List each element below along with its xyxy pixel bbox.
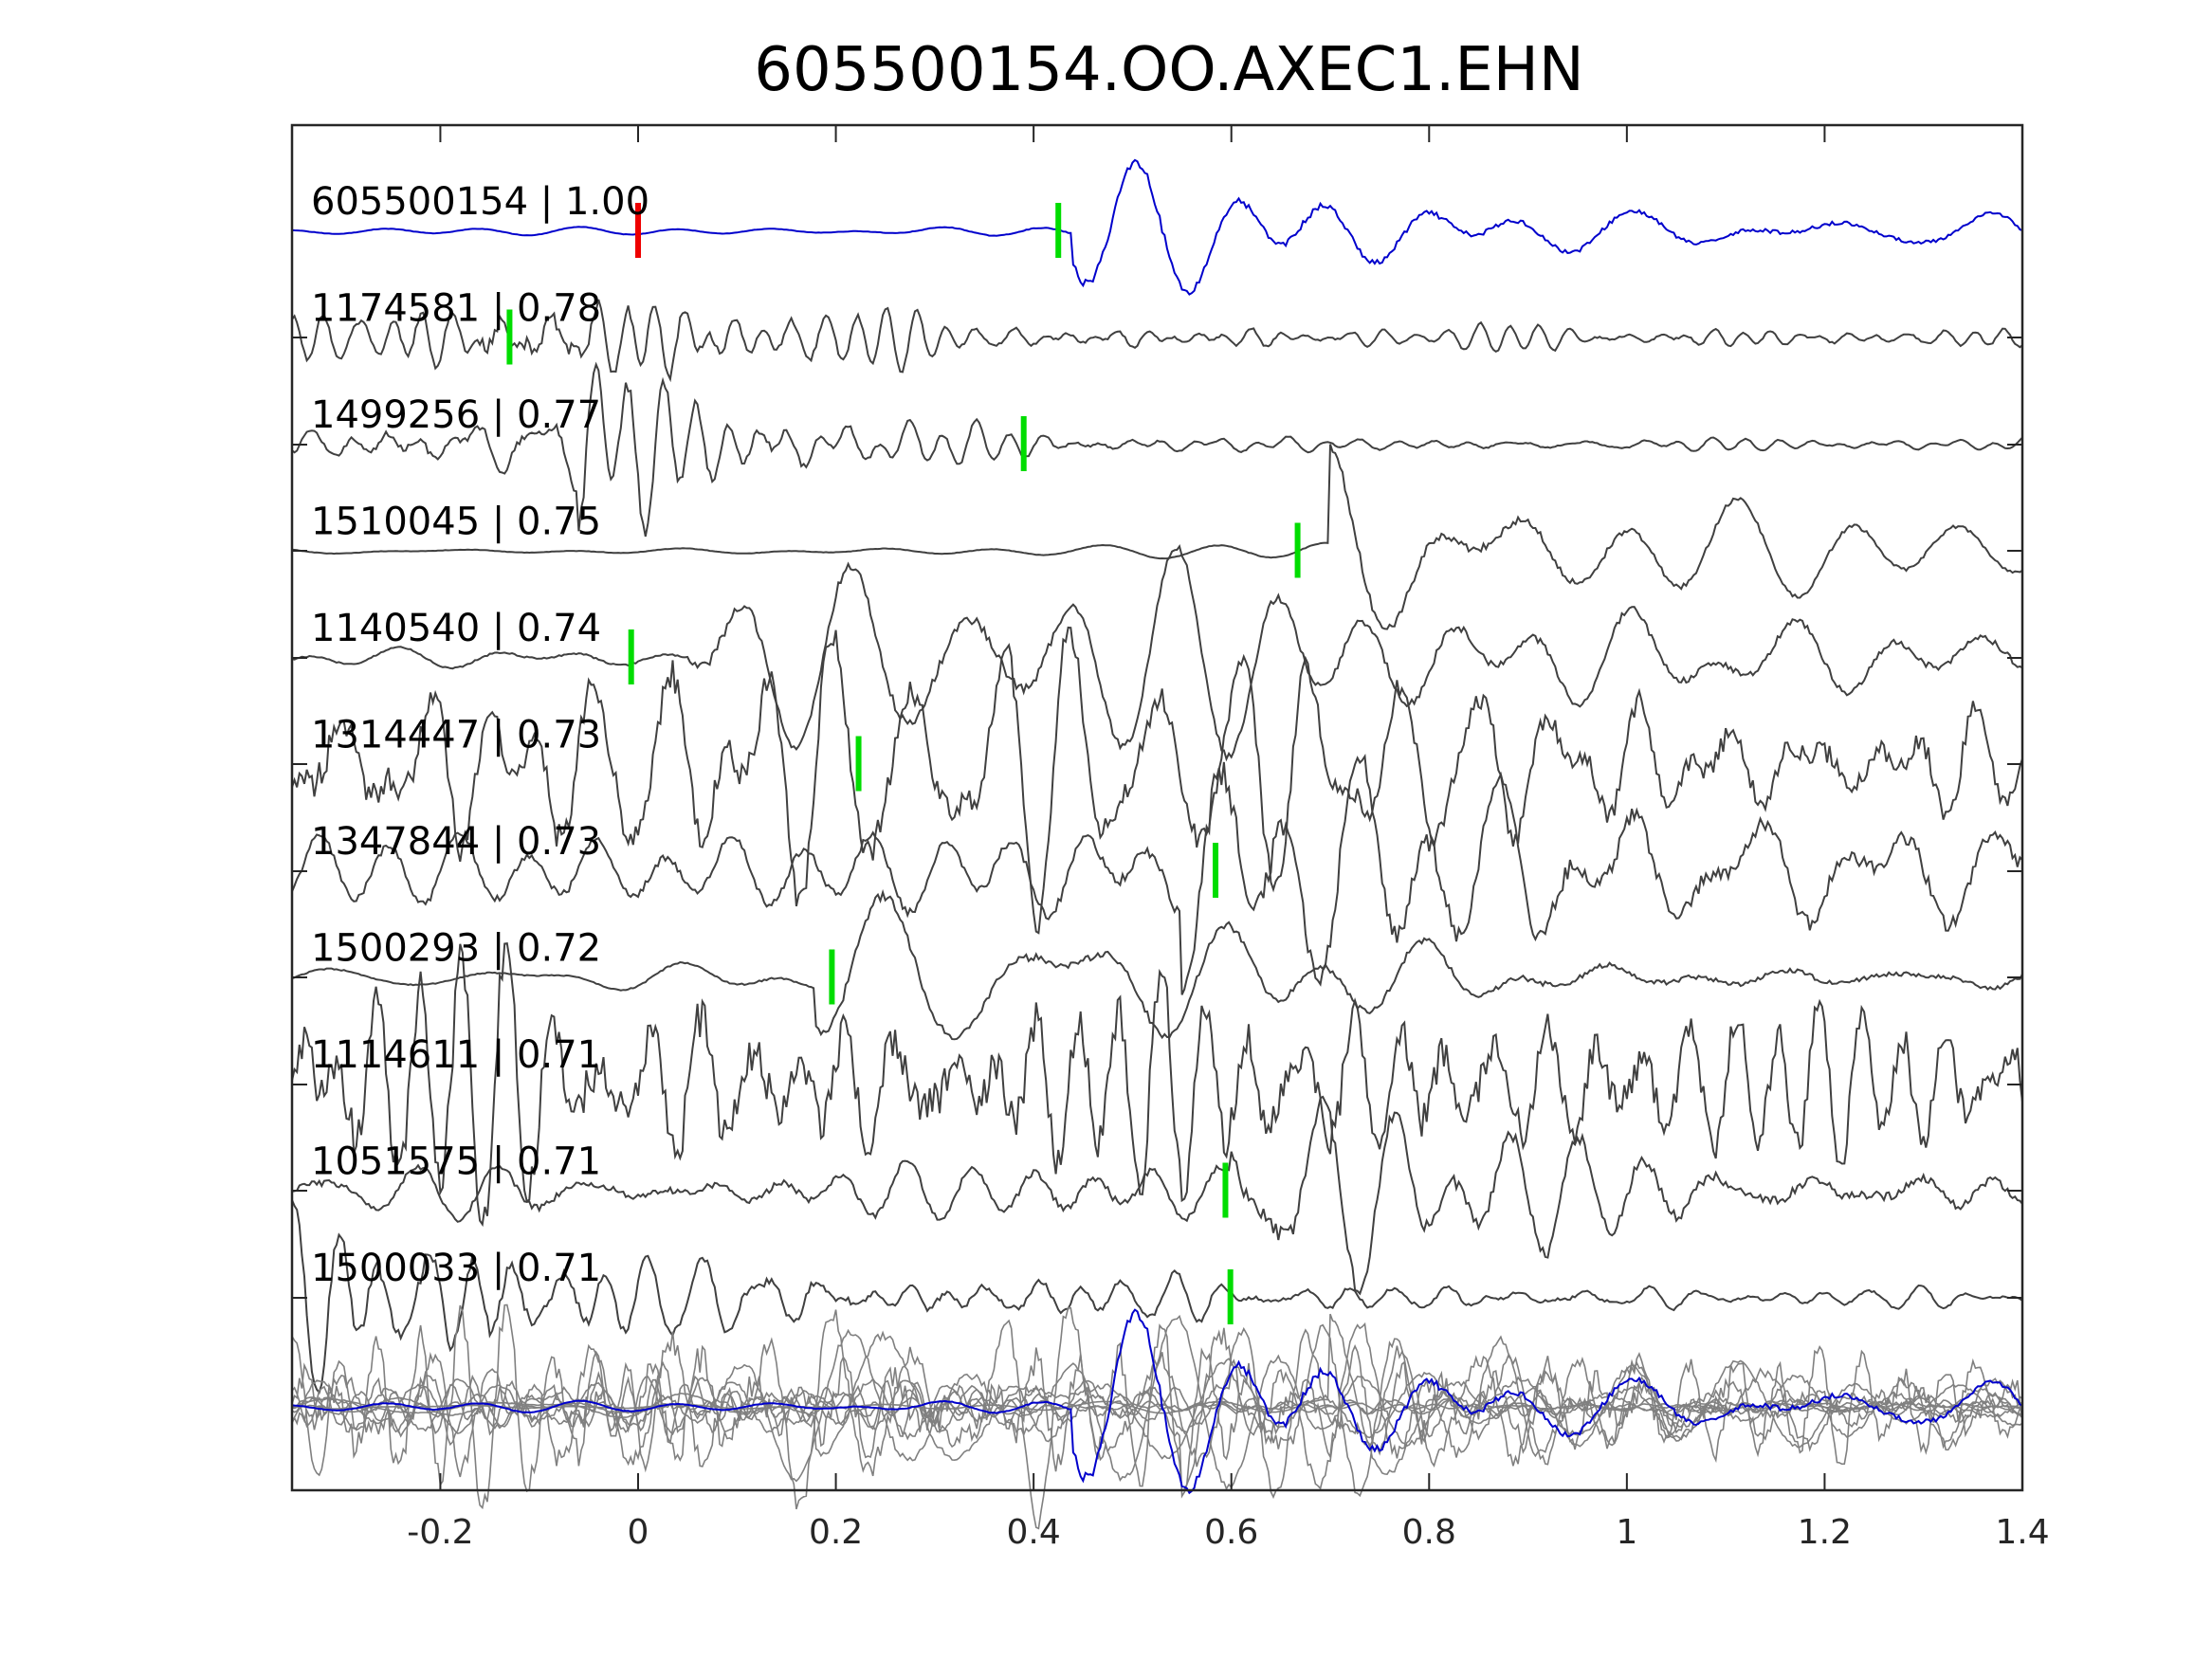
trace-label-6: 1347844 | 0.73 [311, 820, 601, 864]
stack-trace-reference [291, 1308, 2023, 1495]
axes-frame [290, 123, 2024, 1492]
x-tick-label-7: 1.2 [1798, 1513, 1852, 1552]
x-tick-label-4: 0.6 [1204, 1513, 1258, 1552]
trace-6 [291, 754, 2023, 995]
x-axis-ticks: -0.2 0 0.2 0.4 0.6 0.8 1 1.2 1.4 [407, 125, 2050, 1552]
x-tick-label-3: 0.4 [1007, 1513, 1061, 1552]
chart-title: 605500154.OO.AXEC1.EHN [754, 35, 1584, 105]
y-ticks [292, 337, 2022, 1299]
trace-label-4: 1140540 | 0.74 [311, 607, 601, 650]
trace-label-2: 1499256 | 0.77 [311, 393, 601, 437]
trace-1 [291, 299, 2023, 383]
x-tick-label-2: 0.2 [809, 1513, 863, 1552]
trace-label-7: 1500293 | 0.72 [311, 927, 601, 971]
trace-4 [291, 543, 2023, 762]
x-tick-label-1: 0 [628, 1513, 649, 1552]
trace-labels: 605500154 | 1.00 1174581 | 0.78 1499256 | … [311, 180, 649, 1290]
trace-0 [291, 158, 2023, 296]
x-tick-label-6: 1 [1616, 1513, 1637, 1552]
phase-picks [506, 203, 1301, 1324]
trace-label-1: 1174581 | 0.78 [311, 287, 601, 331]
x-tick-label-0: -0.2 [407, 1513, 473, 1552]
trace-7 [291, 888, 2023, 1041]
trace-label-8: 1114611 | 0.71 [311, 1033, 601, 1077]
waveform-traces [291, 158, 2023, 1395]
trace-label-3: 1510045 | 0.75 [311, 501, 601, 544]
trace-8 [291, 941, 2023, 1228]
trace-9 [291, 1095, 2023, 1296]
trace-2 [291, 361, 2023, 538]
stack-trace-5 [291, 1306, 2023, 1530]
trace-5 [291, 626, 2023, 935]
stacked-waveforms [291, 1304, 2023, 1530]
stack-trace-10 [291, 1336, 2023, 1477]
x-tick-label-8: 1.4 [1995, 1513, 2049, 1552]
trace-label-9: 1051575 | 0.71 [311, 1140, 601, 1184]
trace-label-0: 605500154 | 1.00 [311, 180, 649, 224]
trace-label-10: 1500033 | 0.71 [311, 1247, 601, 1290]
x-tick-label-5: 0.8 [1402, 1513, 1456, 1552]
trace-3 [291, 444, 2023, 630]
trace-10 [291, 1199, 2023, 1395]
stack-trace-4 [291, 1314, 2023, 1491]
trace-label-5: 1314447 | 0.73 [311, 714, 601, 757]
